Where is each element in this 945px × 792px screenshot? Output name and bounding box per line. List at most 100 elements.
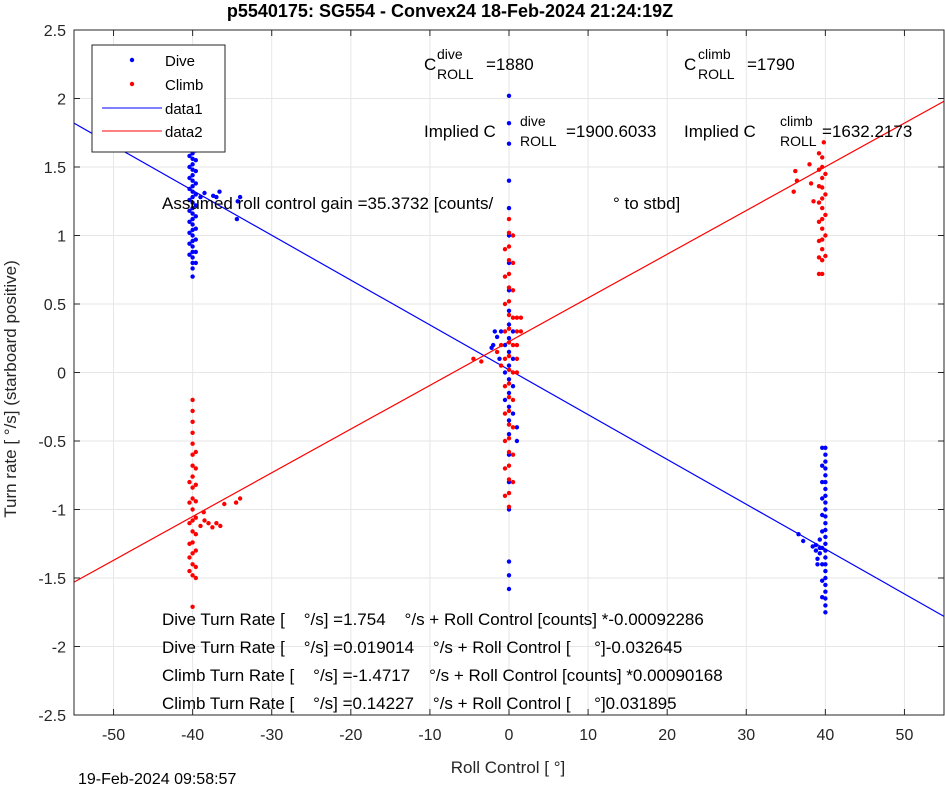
- climb-point: [190, 529, 195, 534]
- climb-point: [187, 568, 192, 574]
- climb-point: [190, 518, 195, 523]
- dive-point: [514, 438, 520, 444]
- dive-point: [823, 493, 828, 498]
- legend-box: [91, 44, 226, 153]
- climb-point: [193, 482, 198, 487]
- dive-point: [823, 541, 828, 546]
- implied-dive-sub: ROLL: [520, 133, 557, 149]
- c-roll-climb-sub: ROLL: [698, 66, 735, 82]
- dive-point: [510, 411, 516, 416]
- dive-point: [190, 216, 195, 222]
- dive-point: [187, 175, 192, 181]
- y-tick-label: -2.5: [38, 708, 66, 725]
- dive-point: [506, 390, 512, 396]
- dive-point: [187, 252, 192, 257]
- y-tick-label: -1.5: [38, 571, 66, 588]
- legend-climb-marker: [129, 81, 135, 87]
- dive-point: [823, 555, 828, 560]
- climb-point: [190, 551, 195, 556]
- climb-point: [820, 247, 825, 252]
- dive-point: [823, 589, 828, 594]
- climb-point: [510, 397, 516, 403]
- climb-point: [198, 523, 203, 529]
- dive-point: [823, 534, 828, 540]
- c-roll-climb-value: =1790: [747, 55, 795, 74]
- climb-point: [206, 521, 211, 526]
- dive-point: [187, 241, 192, 246]
- climb-point: [193, 499, 198, 504]
- fit-equation-climb-counts: Climb Turn Rate [ °/s] =-1.4717 °/s + Ro…: [162, 666, 723, 685]
- implied-c-dive-annotation: Implied C dive ROLL =1900.6033: [424, 113, 656, 149]
- dive-point: [187, 164, 192, 170]
- climb-point: [820, 258, 825, 263]
- dive-point: [506, 322, 512, 327]
- dive-point: [190, 244, 195, 249]
- dive-point: [823, 507, 828, 512]
- climb-point: [820, 196, 825, 201]
- dive-point: [823, 486, 828, 492]
- climb-point: [237, 496, 243, 501]
- dive-point: [190, 178, 195, 183]
- dive-point: [193, 168, 198, 174]
- dive-point: [190, 233, 195, 238]
- y-tick-label: -1: [52, 503, 66, 520]
- climb-point: [187, 555, 192, 560]
- climb-point: [506, 490, 512, 496]
- dive-point: [820, 529, 825, 534]
- dive-point: [187, 219, 192, 224]
- dive-point: [502, 370, 508, 375]
- dive-point: [234, 216, 240, 222]
- climb-point: [190, 507, 195, 512]
- climb-point: [502, 493, 508, 498]
- climb-point: [816, 238, 822, 244]
- dive-point: [190, 222, 195, 227]
- dive-point: [506, 559, 512, 564]
- climb-point: [494, 349, 500, 355]
- c-roll-dive-sub: ROLL: [437, 66, 474, 82]
- climb-point: [820, 155, 825, 160]
- footer-timestamp: 19-Feb-2024 09:58:57: [78, 771, 237, 788]
- plot-frame: [73, 29, 945, 716]
- climb-point: [514, 370, 520, 375]
- dive-point: [815, 556, 820, 561]
- c-roll-climb-annotation: C climb ROLL =1790: [684, 46, 795, 82]
- dive-point: [193, 226, 198, 231]
- dive-point: [823, 562, 828, 567]
- y-tick-label: -0.5: [38, 434, 66, 451]
- x-tick-label: -50: [102, 727, 125, 744]
- climb-point: [506, 381, 512, 386]
- climb-point: [193, 466, 198, 471]
- climb-point: [190, 496, 195, 501]
- dive-point: [190, 255, 195, 260]
- climb-point: [506, 395, 512, 400]
- dive-point: [514, 425, 520, 430]
- climb-point: [222, 501, 227, 507]
- c-roll-dive-value: =1880: [486, 55, 534, 74]
- climb-point: [510, 315, 516, 320]
- x-tick-label: 0: [505, 727, 514, 744]
- climb-point: [510, 288, 516, 293]
- climb-point: [218, 523, 223, 529]
- dive-point: [489, 345, 494, 350]
- fit-equation-dive-degrees: Dive Turn Rate [ °/s] =0.019014 °/s + Ro…: [162, 638, 682, 657]
- climb-point: [506, 463, 512, 468]
- legend-dive-label: Dive: [165, 53, 195, 70]
- dive-point: [193, 203, 198, 208]
- climb-point: [187, 500, 192, 505]
- dive-point: [190, 205, 195, 211]
- climb-point: [794, 178, 800, 183]
- climb-point: [187, 541, 192, 546]
- dive-point: [190, 274, 195, 279]
- dive-point: [823, 445, 828, 450]
- climb-point: [193, 449, 198, 455]
- climb-point: [510, 479, 516, 485]
- dive-point: [502, 397, 508, 403]
- chart-title: p5540175: SG554 - Convex24 18-Feb-2024 2…: [227, 1, 673, 21]
- climb-point: [506, 367, 512, 372]
- dive-point: [823, 452, 828, 457]
- climb-point: [502, 356, 508, 361]
- climb-point: [498, 363, 504, 368]
- implied-climb-value: =1632.2173: [822, 122, 912, 141]
- dive-point: [820, 479, 825, 485]
- y-tick-label: 1.5: [44, 160, 66, 177]
